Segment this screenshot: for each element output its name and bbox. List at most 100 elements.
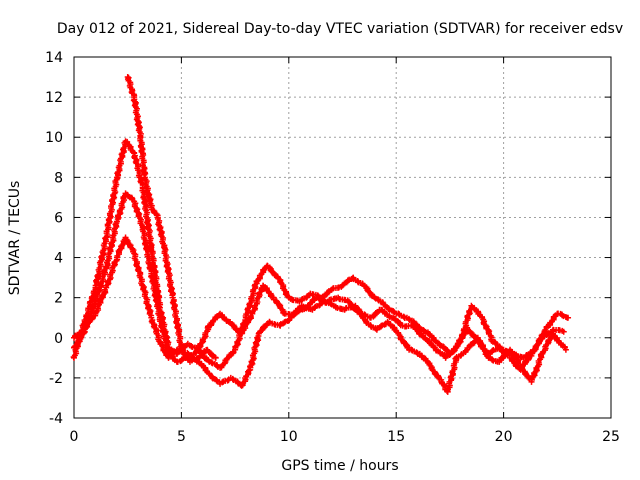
data-point xyxy=(266,318,273,325)
data-point xyxy=(307,290,314,297)
data-point xyxy=(330,302,337,309)
data-point xyxy=(496,344,503,351)
data-point xyxy=(113,254,120,261)
data-point xyxy=(298,302,305,309)
data-point xyxy=(378,306,385,313)
data-point xyxy=(103,234,110,241)
series-trace-4 xyxy=(124,74,219,365)
data-point xyxy=(507,354,514,361)
data-point xyxy=(103,264,110,271)
data-point xyxy=(335,294,342,301)
data-point xyxy=(122,234,129,241)
data-point xyxy=(367,314,374,321)
data-point xyxy=(139,282,146,289)
data-point xyxy=(496,358,503,365)
series-trace-2 xyxy=(71,190,567,373)
data-point xyxy=(122,190,129,197)
y-tick-label: -2 xyxy=(49,371,63,387)
data-point xyxy=(131,198,138,205)
data-point xyxy=(156,338,163,345)
data-point xyxy=(275,274,282,281)
y-tick-label: 2 xyxy=(54,291,63,307)
data-point xyxy=(453,344,460,351)
data-point xyxy=(139,224,146,231)
data-point xyxy=(371,294,378,301)
data-point xyxy=(431,344,438,351)
x-tick-label: 10 xyxy=(280,429,298,445)
data-point xyxy=(352,302,359,309)
data-point xyxy=(206,370,213,377)
data-point xyxy=(554,310,561,317)
data-point xyxy=(436,340,443,347)
x-axis-label: GPS time / hours xyxy=(281,458,398,474)
data-point xyxy=(373,326,380,333)
series-trace-3 xyxy=(71,234,569,395)
data-point xyxy=(217,380,224,387)
data-point xyxy=(225,318,232,325)
data-point xyxy=(227,374,234,381)
x-tick-label: 20 xyxy=(495,429,513,445)
data-point xyxy=(113,218,120,225)
data-point xyxy=(489,338,496,345)
y-tick-label: -4 xyxy=(49,411,63,427)
data-point xyxy=(124,74,131,81)
data-point xyxy=(296,298,303,305)
data-point xyxy=(174,346,181,353)
data-point xyxy=(345,298,352,305)
data-point xyxy=(195,346,202,353)
data-point xyxy=(416,350,423,357)
data-point xyxy=(81,324,88,331)
data-point xyxy=(382,302,389,309)
data-point xyxy=(543,324,550,331)
y-tick-label: 8 xyxy=(54,170,63,186)
chart-title: Day 012 of 2021, Sidereal Day-to-day VTE… xyxy=(57,21,623,37)
data-point xyxy=(113,174,120,181)
data-point xyxy=(169,294,176,301)
y-tick-label: 12 xyxy=(45,90,63,106)
data-point xyxy=(528,350,535,357)
x-tick-label: 0 xyxy=(70,429,79,445)
data-point xyxy=(341,306,348,313)
data-point xyxy=(539,350,546,357)
data-point xyxy=(131,250,138,257)
data-point xyxy=(277,322,284,329)
data-point xyxy=(232,346,239,353)
x-tick-label: 25 xyxy=(602,429,620,445)
y-tick-label: 0 xyxy=(54,331,63,347)
data-point xyxy=(141,174,148,181)
data-point xyxy=(550,330,557,337)
x-tick-label: 5 xyxy=(177,429,186,445)
data-point xyxy=(406,346,413,353)
data-point xyxy=(131,94,138,101)
data-point xyxy=(184,340,191,347)
data-point xyxy=(238,382,245,389)
data-point xyxy=(156,314,163,321)
data-point xyxy=(309,306,316,313)
data-point xyxy=(71,354,77,361)
data-point xyxy=(410,322,417,329)
data-point xyxy=(71,334,77,341)
data-point xyxy=(255,330,262,337)
data-point xyxy=(562,346,569,353)
data-point xyxy=(154,214,161,221)
data-point xyxy=(137,134,144,141)
plot-frame xyxy=(73,56,612,419)
data-point xyxy=(399,322,406,329)
data-point xyxy=(485,354,492,361)
data-point xyxy=(195,354,202,361)
data-point xyxy=(260,282,267,289)
data-point xyxy=(438,378,445,385)
data-points xyxy=(70,74,572,395)
data-point xyxy=(281,310,288,317)
data-point xyxy=(103,284,110,291)
y-tick-label: 10 xyxy=(45,130,63,146)
data-point xyxy=(148,314,155,321)
data-point xyxy=(565,314,572,321)
y-tick-label: 6 xyxy=(54,210,63,226)
data-point xyxy=(339,282,346,289)
data-point xyxy=(453,354,460,361)
data-point xyxy=(212,354,219,361)
data-point xyxy=(395,330,402,337)
data-point xyxy=(393,310,400,317)
